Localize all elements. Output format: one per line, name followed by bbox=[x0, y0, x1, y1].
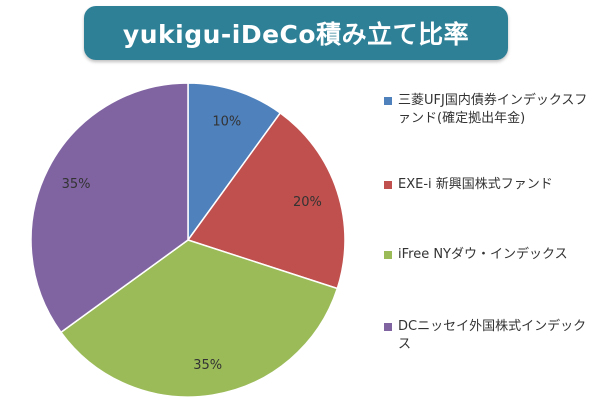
legend-marker-ifree-ny-dow bbox=[384, 251, 392, 259]
pie-slice-dc-nissay-foreign bbox=[30, 82, 189, 334]
legend-label-ifree-ny-dow: iFree NYダウ・インデックス bbox=[398, 247, 568, 262]
pie-slice-ifree-ny-dow bbox=[59, 239, 339, 398]
data-label-mufg-bond: 10% bbox=[212, 115, 241, 130]
legend-marker-exe-i-emerging bbox=[384, 181, 392, 189]
chart-title: yukigu-iDeCo積み立て比率 bbox=[122, 20, 470, 49]
chart-title-banner: yukigu-iDeCo積み立て比率 bbox=[84, 6, 508, 60]
data-label-dc-nissay-foreign: 35% bbox=[62, 177, 91, 192]
pie-data-labels: 10% 20% 35% 35% bbox=[62, 115, 322, 374]
legend-label-exe-i-emerging: EXE-i 新興国株式ファンド bbox=[398, 177, 553, 192]
legend-marker-dc-nissay-foreign bbox=[384, 323, 392, 331]
data-label-exe-i-emerging: 20% bbox=[293, 195, 322, 210]
data-label-ifree-ny-dow: 35% bbox=[193, 358, 222, 373]
legend-item-dc-nissay-foreign: DCニッセイ外国株式インデックス bbox=[384, 318, 596, 354]
legend-item-ifree-ny-dow: iFree NYダウ・インデックス bbox=[384, 246, 596, 264]
legend-label-mufg-bond: 三菱UFJ国内債券インデックスファンド(確定拠出年金) bbox=[398, 93, 588, 126]
pie-slices bbox=[30, 82, 346, 398]
pie-slice-mufg-bond bbox=[187, 82, 282, 243]
legend-item-exe-i-emerging: EXE-i 新興国株式ファンド bbox=[384, 176, 596, 194]
pie-chart: 10% 20% 35% 35% bbox=[30, 82, 346, 398]
pie-slice-exe-i-emerging bbox=[186, 111, 346, 290]
legend-item-mufg-bond: 三菱UFJ国内債券インデックスファンド(確定拠出年金) bbox=[384, 92, 596, 128]
legend-marker-mufg-bond bbox=[384, 97, 392, 105]
legend-label-dc-nissay-foreign: DCニッセイ外国株式インデックス bbox=[398, 319, 587, 352]
